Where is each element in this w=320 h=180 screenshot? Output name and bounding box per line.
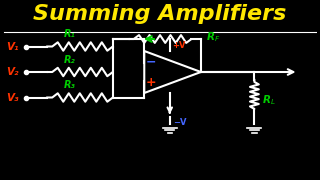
- Text: R$_F$: R$_F$: [206, 31, 220, 44]
- Text: R₁: R₁: [64, 29, 76, 39]
- Text: Summing Amplifiers: Summing Amplifiers: [33, 3, 287, 24]
- Text: V₂: V₂: [6, 67, 18, 77]
- Text: −V: −V: [173, 118, 186, 127]
- Text: +: +: [146, 76, 156, 89]
- Text: R$_L$: R$_L$: [262, 93, 276, 107]
- Text: −: −: [146, 55, 156, 68]
- Text: R₃: R₃: [64, 80, 76, 90]
- Text: R₂: R₂: [64, 55, 76, 64]
- Text: +V: +V: [172, 41, 186, 50]
- Text: V₁: V₁: [6, 42, 18, 51]
- Text: V₃: V₃: [6, 93, 18, 102]
